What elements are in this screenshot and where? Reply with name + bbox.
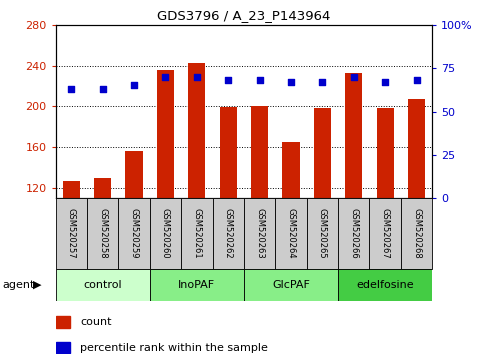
Bar (314, 108, 331, 198)
Bar (283, 142, 299, 198)
Bar (56, 342, 70, 353)
Point (350, 74, 357, 80)
Point (224, 78, 232, 83)
Text: GSM520257: GSM520257 (67, 208, 76, 259)
Text: InoPAF: InoPAF (178, 280, 215, 290)
Bar (213, 198, 244, 269)
Text: ▶: ▶ (33, 280, 42, 290)
Text: GlcPAF: GlcPAF (272, 280, 310, 290)
Bar (94, 178, 111, 198)
Bar (275, 198, 307, 269)
Bar (307, 198, 338, 269)
Bar (118, 198, 150, 269)
Bar (338, 269, 432, 301)
Bar (408, 99, 425, 198)
Text: GSM520258: GSM520258 (98, 208, 107, 259)
Bar (377, 108, 394, 198)
Bar (56, 269, 150, 301)
Text: GSM520266: GSM520266 (349, 208, 358, 259)
Bar (63, 181, 80, 198)
Point (256, 78, 264, 83)
Text: GSM520259: GSM520259 (129, 209, 139, 259)
Bar (56, 316, 70, 328)
Point (193, 74, 201, 80)
Bar (181, 198, 213, 269)
Text: GSM520263: GSM520263 (255, 208, 264, 259)
Point (382, 79, 389, 85)
Point (130, 82, 138, 88)
Point (99, 86, 107, 92)
Bar (157, 70, 174, 198)
Point (287, 79, 295, 85)
Text: GSM520262: GSM520262 (224, 208, 233, 259)
Text: GSM520265: GSM520265 (318, 208, 327, 259)
Text: GSM520267: GSM520267 (381, 208, 390, 259)
Point (68, 86, 75, 92)
Bar (251, 107, 268, 198)
Bar (244, 269, 338, 301)
Bar (369, 198, 401, 269)
Text: agent: agent (2, 280, 35, 290)
Bar (220, 107, 237, 198)
Text: count: count (80, 317, 112, 327)
Bar (244, 198, 275, 269)
Bar (345, 73, 362, 198)
Point (319, 79, 327, 85)
Point (161, 74, 170, 80)
Text: GSM520261: GSM520261 (192, 208, 201, 259)
Bar (150, 198, 181, 269)
Title: GDS3796 / A_23_P143964: GDS3796 / A_23_P143964 (157, 9, 330, 22)
Text: control: control (84, 280, 122, 290)
Text: edelfosine: edelfosine (356, 280, 414, 290)
Bar (87, 198, 118, 269)
Bar (338, 198, 369, 269)
Bar (56, 198, 87, 269)
Bar (401, 198, 432, 269)
Bar (150, 269, 244, 301)
Point (412, 78, 420, 83)
Text: percentile rank within the sample: percentile rank within the sample (80, 343, 268, 353)
Text: GSM520264: GSM520264 (286, 208, 296, 259)
Bar (126, 151, 142, 198)
Text: GSM520260: GSM520260 (161, 208, 170, 259)
Bar (188, 63, 205, 198)
Text: GSM520268: GSM520268 (412, 208, 421, 259)
